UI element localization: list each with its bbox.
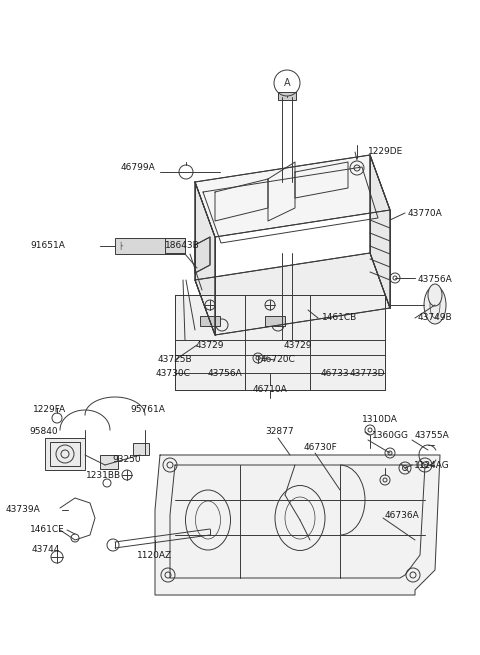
Polygon shape [370,155,390,308]
Text: 43755A: 43755A [415,430,450,440]
Text: 1360GG: 1360GG [372,430,409,440]
Bar [100,455,118,469]
Polygon shape [155,455,440,595]
Text: 32877: 32877 [266,428,294,436]
Text: 1124AG: 1124AG [414,460,450,470]
Text: ├: ├ [118,242,122,250]
Text: 46799A: 46799A [120,164,155,172]
Text: 95840: 95840 [30,428,58,436]
Text: 43729: 43729 [284,341,312,350]
Text: 95761A: 95761A [131,405,166,415]
Text: 1461CB: 1461CB [322,314,357,322]
Text: 46720C: 46720C [261,356,295,364]
Text: 43730C: 43730C [156,369,191,377]
Text: 1310DA: 1310DA [362,415,398,424]
Polygon shape [175,295,385,390]
Text: 46730F: 46730F [303,443,337,453]
Text: 1229DE: 1229DE [368,147,403,157]
Text: 93250: 93250 [113,455,141,464]
Polygon shape [195,182,215,335]
Text: 1461CE: 1461CE [30,525,65,534]
Bar [45,438,85,470]
Text: 43729: 43729 [196,341,224,350]
Text: 43725B: 43725B [158,356,192,364]
Text: 43773D: 43773D [349,369,385,377]
Text: 43756A: 43756A [418,276,453,284]
Text: A: A [284,78,290,88]
Text: 1231BB: 1231BB [86,470,121,479]
Polygon shape [195,155,390,237]
Text: 1229FA: 1229FA [34,405,67,415]
Text: 91651A: 91651A [30,242,65,250]
Text: 43770A: 43770A [408,208,443,217]
Text: 18643B: 18643B [165,242,200,250]
Text: 46710A: 46710A [252,386,288,394]
Bar [115,238,185,254]
Text: 43756A: 43756A [208,369,242,377]
Text: 43744: 43744 [32,546,60,555]
Text: 43739A: 43739A [5,506,40,514]
Bar [200,316,220,326]
Ellipse shape [428,284,442,306]
Text: 46733: 46733 [321,369,349,377]
Bar [50,442,80,466]
Text: 1120AZ: 1120AZ [137,550,173,559]
Ellipse shape [424,286,446,324]
Bar [278,92,296,100]
Polygon shape [195,237,210,273]
Polygon shape [195,253,390,335]
Text: 43749B: 43749B [418,314,453,322]
Bar [133,443,149,455]
Text: 46736A: 46736A [385,510,420,519]
Bar [265,316,285,326]
